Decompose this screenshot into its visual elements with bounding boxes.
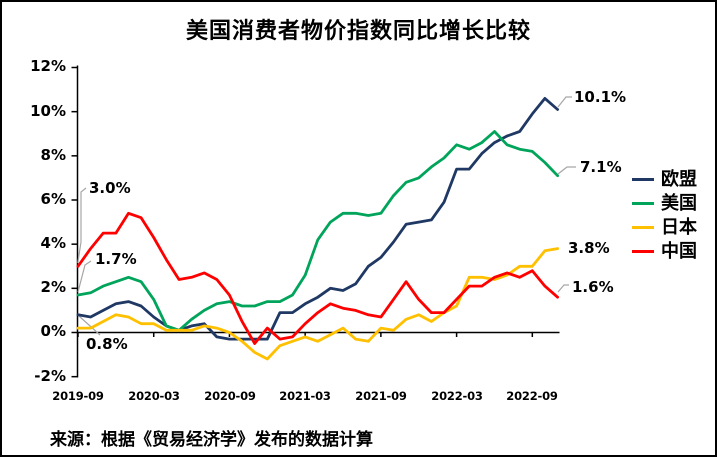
legend-label-japan: 日本: [661, 217, 697, 237]
source-note: 来源：根据《贸易经济学》发布的数据计算: [50, 430, 373, 449]
legend-item-us: 美国: [632, 191, 697, 215]
x-tick-label: 2020-09: [204, 389, 256, 403]
legend-label-eu: 欧盟: [661, 169, 697, 189]
x-tick-label: 2020-03: [128, 389, 180, 403]
data-label-eu-end: 10.1%: [574, 88, 627, 106]
legend-label-us: 美国: [661, 193, 697, 213]
data-label-eu-start: 0.8%: [86, 335, 128, 353]
data-label-us-end: 7.1%: [580, 158, 622, 176]
us-line-swatch: [632, 201, 654, 205]
x-tick-label: 2021-09: [355, 389, 407, 403]
y-tick-label: 0%: [40, 322, 66, 340]
y-tick-label: -2%: [34, 367, 66, 385]
y-tick-label: 12%: [30, 57, 66, 75]
eu-line-swatch: [632, 177, 654, 181]
x-tick-label: 2022-09: [506, 389, 558, 403]
y-tick-label: 8%: [40, 146, 66, 164]
legend-label-china: 中国: [661, 241, 697, 261]
china-line-swatch: [632, 249, 654, 253]
legend: 欧盟 美国 日本 中国: [632, 167, 697, 263]
data-label-us-start: 1.7%: [95, 250, 137, 268]
x-tick-label: 2019-09: [52, 389, 104, 403]
y-tick-label: 10%: [30, 102, 66, 120]
japan-line-swatch: [632, 225, 654, 229]
legend-item-china: 中国: [632, 239, 697, 263]
y-tick-label: 2%: [40, 278, 66, 296]
data-label-china-end: 1.6%: [572, 278, 614, 296]
chart-title: 美国消费者物价指数同比增长比较: [185, 18, 531, 43]
data-label-china-start: 3.0%: [89, 179, 131, 197]
data-label-japan-end: 3.8%: [568, 239, 610, 257]
x-tick-label: 2021-03: [279, 389, 331, 403]
legend-item-eu: 欧盟: [632, 167, 697, 191]
y-tick-label: 6%: [40, 190, 66, 208]
legend-item-japan: 日本: [632, 215, 697, 239]
y-tick-label: 4%: [40, 234, 66, 252]
x-tick-label: 2022-03: [431, 389, 483, 403]
